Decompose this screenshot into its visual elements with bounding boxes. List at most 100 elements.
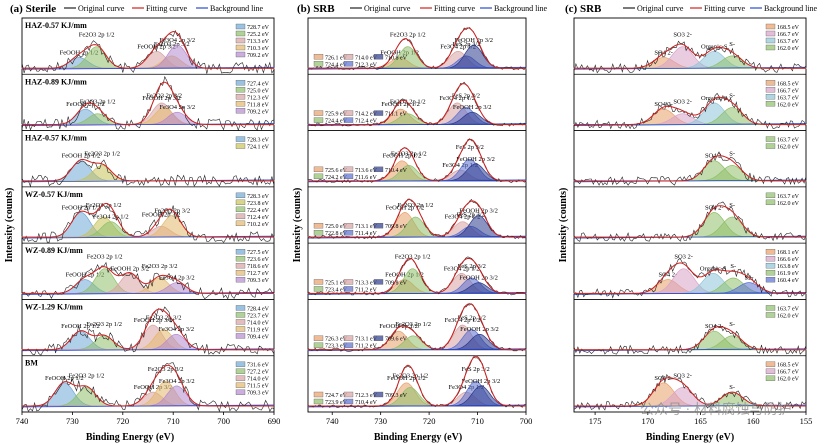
x-tick-label: 740 bbox=[326, 416, 339, 426]
peak-label: SO4 2- bbox=[654, 101, 673, 108]
legend-value: 731.6 eV bbox=[247, 363, 270, 369]
legend-a: Original curve Fitting curve Background … bbox=[64, 4, 264, 13]
background-line bbox=[307, 404, 527, 408]
peak-label: Fe3O4 2p 1/2 bbox=[93, 214, 129, 221]
legend-value: 711.2 eV bbox=[355, 344, 377, 350]
fitting-curve bbox=[308, 303, 526, 351]
legend-swatch bbox=[343, 391, 354, 398]
legend-swatch bbox=[235, 23, 246, 30]
peak-label: FeOOH 2p 3/2 bbox=[134, 317, 173, 324]
subplot-title: WZ-0.57 KJ/mm bbox=[25, 190, 83, 199]
legend-value: 711.5 eV bbox=[247, 384, 269, 390]
legend-swatch bbox=[765, 192, 776, 199]
legend-value: 713.6 eV bbox=[355, 168, 378, 174]
legend-value: 711.2 eV bbox=[355, 287, 377, 293]
peak-label: Fe3O4 2p 1/2 bbox=[442, 162, 478, 169]
background-line bbox=[307, 348, 527, 352]
x-tick-label: 700 bbox=[520, 416, 533, 426]
legend-value: 723.9 eV bbox=[325, 400, 348, 406]
background-line bbox=[21, 292, 275, 295]
legend-swatch bbox=[313, 61, 324, 67]
legend-value: 709.3 eV bbox=[247, 391, 270, 397]
legend-value: 160.4 eV bbox=[777, 278, 800, 284]
peak-label: Fe2O3 2p 1/2 bbox=[86, 202, 122, 209]
subplot-title: HAZ-0.89 KJ/mm bbox=[25, 77, 87, 86]
legend-value: 714.0 eV bbox=[247, 320, 270, 326]
legend-swatch bbox=[235, 192, 246, 199]
legend-swatch bbox=[235, 375, 246, 381]
legend-swatch bbox=[765, 30, 776, 37]
peak-label: Fe3O4 2p 3/2 bbox=[159, 275, 195, 282]
legend-background-a: Background line bbox=[210, 4, 264, 13]
legend-value: 162.0 eV bbox=[777, 145, 800, 151]
fitting-curve bbox=[22, 158, 274, 182]
background-line bbox=[573, 292, 807, 295]
peak-label: Fe2O3 2p 1/2 bbox=[69, 372, 105, 379]
legend-swatch bbox=[765, 361, 776, 367]
original-curve bbox=[307, 303, 527, 352]
x-tick-label: 700 bbox=[217, 416, 230, 426]
legend-swatch bbox=[765, 305, 776, 311]
legend-swatch bbox=[313, 110, 324, 116]
legend-value: 166.7 eV bbox=[777, 32, 800, 38]
x-tick-label: 155 bbox=[800, 416, 813, 426]
legend-original-c: Original curve bbox=[637, 4, 684, 13]
peak-label: Fe2O3 2p 1/2 bbox=[395, 321, 431, 328]
legend-value: 723.4 eV bbox=[325, 287, 348, 293]
legend-swatch bbox=[765, 368, 776, 374]
legend-value: 724.4 eV bbox=[325, 119, 348, 125]
subplot-title: HAZ-0.57 KJ/mm bbox=[25, 21, 87, 30]
legend-swatch bbox=[313, 391, 324, 398]
legend-value: 728.3 eV bbox=[247, 138, 270, 144]
legend-swatch bbox=[343, 166, 354, 173]
legend-swatch bbox=[235, 382, 246, 388]
x-tick-label: 690 bbox=[268, 416, 281, 426]
original-curve bbox=[21, 75, 275, 132]
legend-swatch bbox=[235, 30, 246, 37]
peak-label: Fe3O4 2p 1/2 bbox=[444, 265, 480, 272]
peak-label: Fe2O3 2p 1/2 bbox=[391, 150, 427, 157]
legend-value: 713.3 eV bbox=[355, 280, 378, 286]
peak-label: Fe3O4 2p 1/2 bbox=[445, 317, 481, 324]
original-curve bbox=[21, 203, 275, 243]
legend-value: 709.8 eV bbox=[385, 224, 408, 230]
peak-label: Fe3O4 2p 3/2 bbox=[158, 326, 194, 333]
fitting-curve bbox=[574, 262, 806, 294]
original-curve bbox=[21, 261, 275, 300]
legend-value: 710.2 eV bbox=[247, 222, 270, 228]
legend-swatch bbox=[343, 61, 354, 67]
original-curve bbox=[573, 373, 807, 411]
legend-value: 714.0 eV bbox=[247, 377, 270, 383]
peak-label: SO3 2- bbox=[673, 99, 692, 106]
legend-value: 168.5 eV bbox=[777, 363, 800, 369]
legend-swatch bbox=[313, 342, 324, 348]
peak-label: Fe2O3 2p 3/2 bbox=[154, 207, 190, 214]
peak-label: Fe2O3 2p 1/2 bbox=[86, 321, 122, 328]
legend-swatch bbox=[343, 117, 354, 123]
legend-fitting-a: Fitting curve bbox=[146, 4, 188, 13]
legend-value: 163.7 eV bbox=[777, 39, 800, 45]
peak-component bbox=[573, 335, 807, 351]
legend-value: 724.7 eV bbox=[325, 393, 348, 399]
peak-label: FeOOH 2p 3/2 bbox=[111, 265, 150, 272]
peak-label: S- bbox=[729, 202, 735, 209]
peak-label: FeS 2p 3/2 bbox=[458, 263, 486, 270]
legend-value: 726.1 eV bbox=[325, 55, 348, 61]
peak-label: FeOOH 2p 1/2 bbox=[386, 204, 425, 211]
legend-value: 166.7 eV bbox=[777, 88, 800, 94]
legend-swatch bbox=[235, 44, 246, 51]
peak-component bbox=[573, 212, 807, 238]
peak-label: FeOOH 2p 1/2 bbox=[62, 153, 101, 160]
legend-swatch bbox=[343, 110, 354, 116]
peak-label: Fe2O3 2p 1/2 bbox=[84, 150, 120, 157]
legend-swatch bbox=[313, 335, 324, 341]
legend-value: 162.0 eV bbox=[777, 313, 800, 319]
legend-value: 709.8 eV bbox=[385, 280, 408, 286]
legend-value: 163.7 eV bbox=[777, 138, 800, 144]
fitting-curve bbox=[22, 81, 274, 126]
legend-value: 724.2 eV bbox=[325, 175, 348, 181]
original-curve bbox=[573, 151, 807, 186]
legend-swatch bbox=[765, 94, 776, 100]
fitting-curve bbox=[308, 83, 526, 126]
peak-label: S- bbox=[729, 321, 735, 328]
